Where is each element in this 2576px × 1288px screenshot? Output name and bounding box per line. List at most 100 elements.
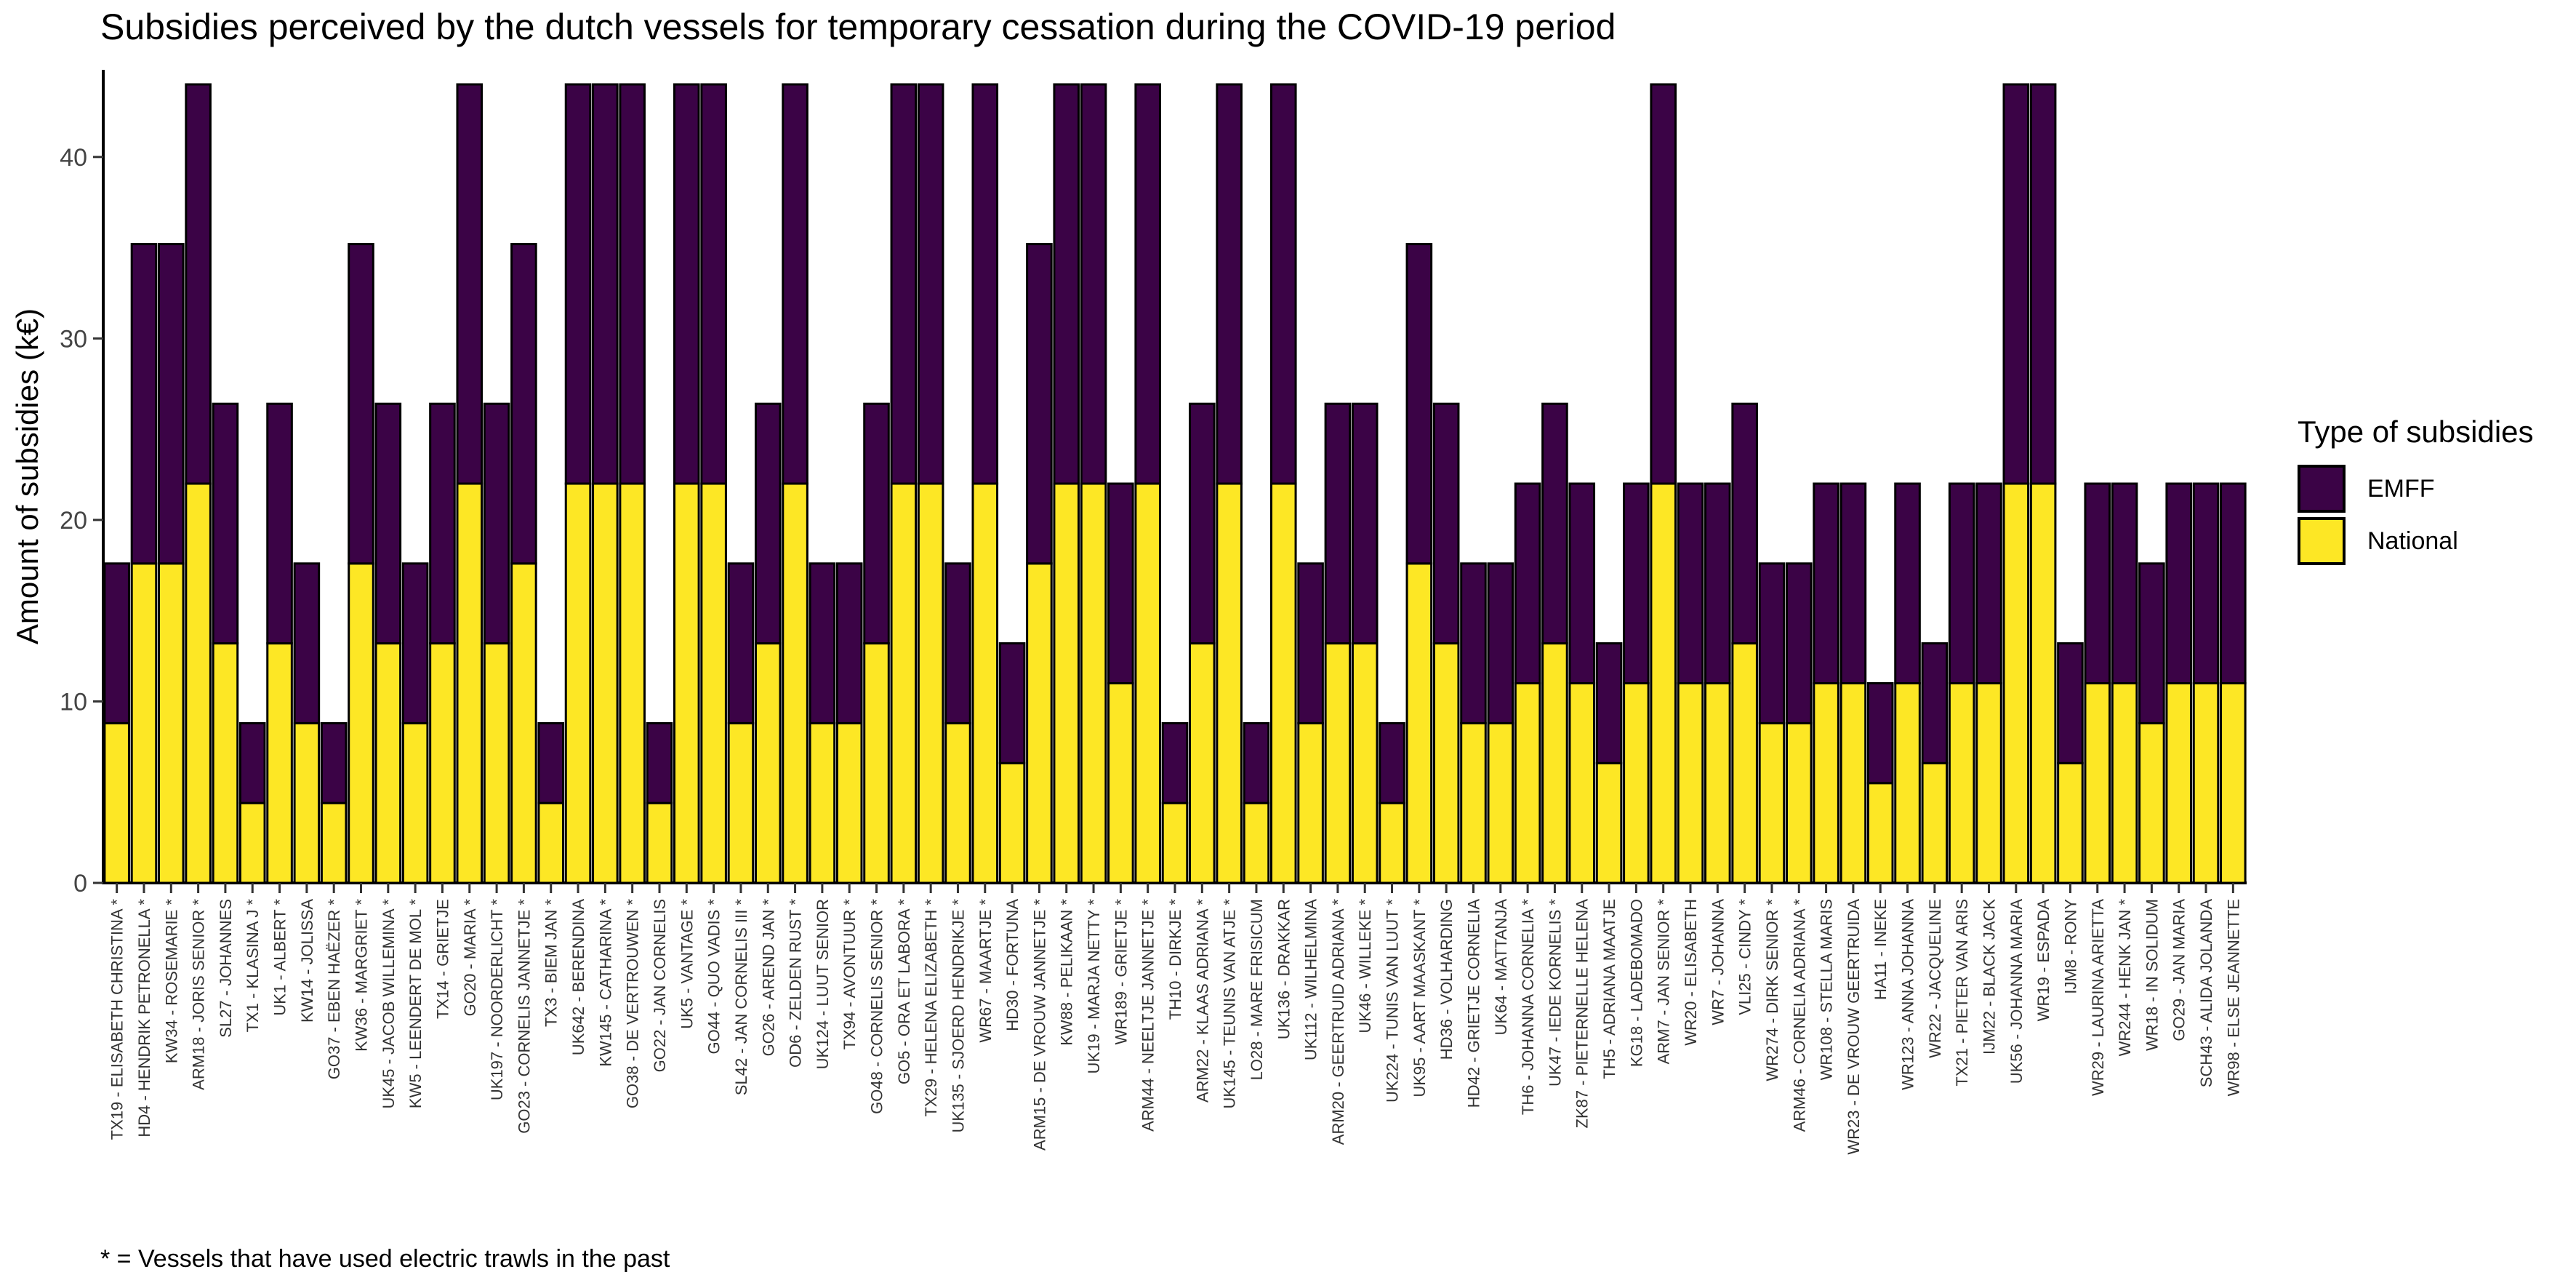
bar-national-2	[157, 562, 185, 884]
bar-national-55	[1595, 761, 1623, 884]
bar-national-52	[1514, 682, 1541, 884]
x-tick-label-25: OD6 - ZELDEN RUST *	[787, 899, 805, 1068]
bar-emff-36	[1080, 83, 1107, 485]
bar-national-62	[1785, 721, 1813, 884]
x-tick-label-71: WR19 - ESPADA	[2034, 899, 2053, 1022]
x-tick-label-8: GO37 - EBEN HAËZER *	[325, 899, 343, 1080]
bar-national-76	[2165, 682, 2193, 884]
x-tick-label-26: UK124 - LUUT SENIOR	[814, 899, 832, 1069]
bar-national-43	[1269, 482, 1297, 884]
bar-emff-31	[944, 562, 971, 724]
x-tick-label-78: WR98 - ELSE JEANNETTE	[2224, 899, 2242, 1096]
x-tick-label-63: WR108 - STELLA MARIS	[1818, 899, 1836, 1080]
bar-national-56	[1623, 682, 1650, 884]
x-tick-label-77: SCH43 - ALIDA JOLANDA	[2197, 899, 2215, 1088]
x-tick-label-45: ARM20 - GEERTRUID ADRIANA *	[1329, 899, 1347, 1145]
bar-emff-43	[1269, 83, 1297, 485]
bar-emff-63	[1813, 482, 1839, 684]
x-tick-label-27: TX94 - AVONTUUR *	[840, 899, 859, 1050]
x-tick-label-23: SL42 - JAN CORNELIS III *	[732, 899, 750, 1096]
x-tick-label-52: TH6 - JOHANNA CORNELIA *	[1519, 899, 1537, 1116]
bar-emff-23	[727, 562, 755, 724]
x-tick-label-16: TX3 - BIEM JAN *	[542, 899, 561, 1027]
legend-label-emff: EMFF	[2367, 474, 2435, 503]
bar-national-57	[1650, 482, 1677, 884]
bar-national-30	[917, 482, 944, 884]
x-tick-label-28: GO48 - CORNELIS SENIOR *	[868, 899, 886, 1114]
bar-emff-77	[2192, 482, 2220, 684]
x-tick-label-34: ARM15 - DE VROUW JANNETJE *	[1030, 899, 1048, 1151]
x-tick-label-43: UK136 - DRAKKAR	[1275, 899, 1293, 1039]
bar-national-69	[1975, 682, 2002, 884]
x-tick-label-73: WR29 - LAURINA ARIETTA	[2089, 899, 2107, 1096]
bar-emff-78	[2220, 482, 2247, 684]
x-tick-label-19: GO38 - DE VERTROUWEN *	[624, 899, 642, 1109]
x-tick-label-59: WR7 - JOHANNA	[1709, 899, 1727, 1025]
x-tick-label-42: LO28 - MARE FRISICUM	[1248, 899, 1266, 1080]
x-tick-label-46: UK46 - WILLEKE *	[1356, 899, 1374, 1033]
bar-national-50	[1460, 721, 1487, 884]
x-tick-label-65: HA11 - INEKE	[1871, 899, 1890, 1000]
x-tick-label-20: GO22 - JAN CORNELIS	[651, 899, 669, 1072]
bar-national-39	[1161, 801, 1189, 884]
x-tick-label-30: TX29 - HELENA ELIZABETH *	[922, 899, 940, 1117]
x-tick-label-9: KW36 - MARGRIET *	[353, 899, 371, 1052]
legend-swatch-emff	[2298, 465, 2346, 513]
bar-emff-10	[374, 402, 402, 645]
x-tick-label-10: UK45 - JACOB WILLEMINA *	[380, 899, 398, 1109]
bar-emff-0	[103, 562, 130, 724]
bar-emff-29	[890, 83, 918, 485]
bar-national-19	[619, 482, 646, 884]
x-tick-label-51: UK64 - MATTANJA	[1492, 899, 1510, 1036]
x-tick-label-21: UK5 - VANTAGE *	[678, 899, 696, 1029]
bar-emff-48	[1405, 243, 1433, 565]
bar-emff-46	[1351, 402, 1379, 645]
bar-national-73	[2084, 682, 2111, 884]
x-tick-label-61: WR274 - DIRK SENIOR *	[1763, 899, 1781, 1081]
bar-emff-71	[2029, 83, 2057, 485]
bar-emff-57	[1650, 83, 1677, 485]
x-tick-label-18: KW145 - CATHARINA *	[596, 899, 614, 1067]
x-tick-label-6: UK1 - ALBERT *	[271, 899, 289, 1016]
x-tick-label-3: ARM18 - JORIS SENIOR *	[190, 899, 208, 1090]
bar-emff-16	[537, 721, 565, 804]
bar-emff-5	[238, 721, 266, 804]
legend-swatch-national	[2298, 517, 2346, 565]
bar-national-29	[890, 482, 918, 884]
x-tick-label-24: GO26 - AREND JAN *	[759, 899, 777, 1057]
y-tick-label: 30	[60, 325, 87, 353]
bar-emff-74	[2111, 482, 2138, 684]
x-tick-label-2: KW34 - ROSEMARIE *	[162, 899, 180, 1064]
bar-national-78	[2220, 682, 2247, 884]
bar-emff-34	[1026, 243, 1053, 565]
bar-emff-69	[1975, 482, 2002, 684]
x-tick-label-50: HD42 - GRIETJE CORNELIA	[1464, 899, 1482, 1108]
bar-national-14	[483, 642, 510, 884]
bar-national-68	[1948, 682, 1975, 884]
x-tick-label-11: KW5 - LEENDERT DE MOL *	[406, 899, 425, 1109]
bar-emff-12	[429, 402, 456, 645]
bar-national-12	[429, 642, 456, 884]
bar-national-3	[185, 482, 212, 884]
bar-national-1	[130, 562, 158, 884]
x-tick-label-7: KW14 - JOLISSA	[298, 899, 316, 1023]
x-tick-label-32: WR67 - MAARTJE *	[976, 899, 995, 1043]
bar-emff-39	[1161, 721, 1189, 804]
bar-national-47	[1379, 801, 1405, 884]
bar-emff-3	[185, 83, 212, 485]
bar-national-65	[1866, 782, 1894, 884]
x-tick-label-72: IJM8 - RONY	[2061, 899, 2079, 994]
bar-emff-60	[1731, 402, 1758, 645]
x-tick-label-55: TH5 - ADRIANA MAATJE	[1600, 899, 1618, 1079]
bar-emff-41	[1216, 83, 1243, 485]
footnote: * = Vessels that have used electric traw…	[100, 1245, 670, 1273]
x-tick-label-47: UK224 - TUNIS VAN LUUT *	[1384, 899, 1402, 1103]
bar-national-21	[673, 482, 700, 884]
bar-emff-1	[130, 243, 158, 565]
legend: Type of subsidies EMFF National	[2298, 415, 2534, 567]
legend-title: Type of subsidies	[2298, 415, 2534, 449]
x-tick-label-48: UK95 - AART MAASKANT *	[1411, 899, 1429, 1097]
x-tick-label-70: UK56 - JOHANNA MARIA	[2007, 899, 2026, 1084]
bar-emff-8	[320, 721, 348, 804]
x-tick-label-68: TX21 - PIETER VAN ARIS	[1953, 899, 1971, 1087]
